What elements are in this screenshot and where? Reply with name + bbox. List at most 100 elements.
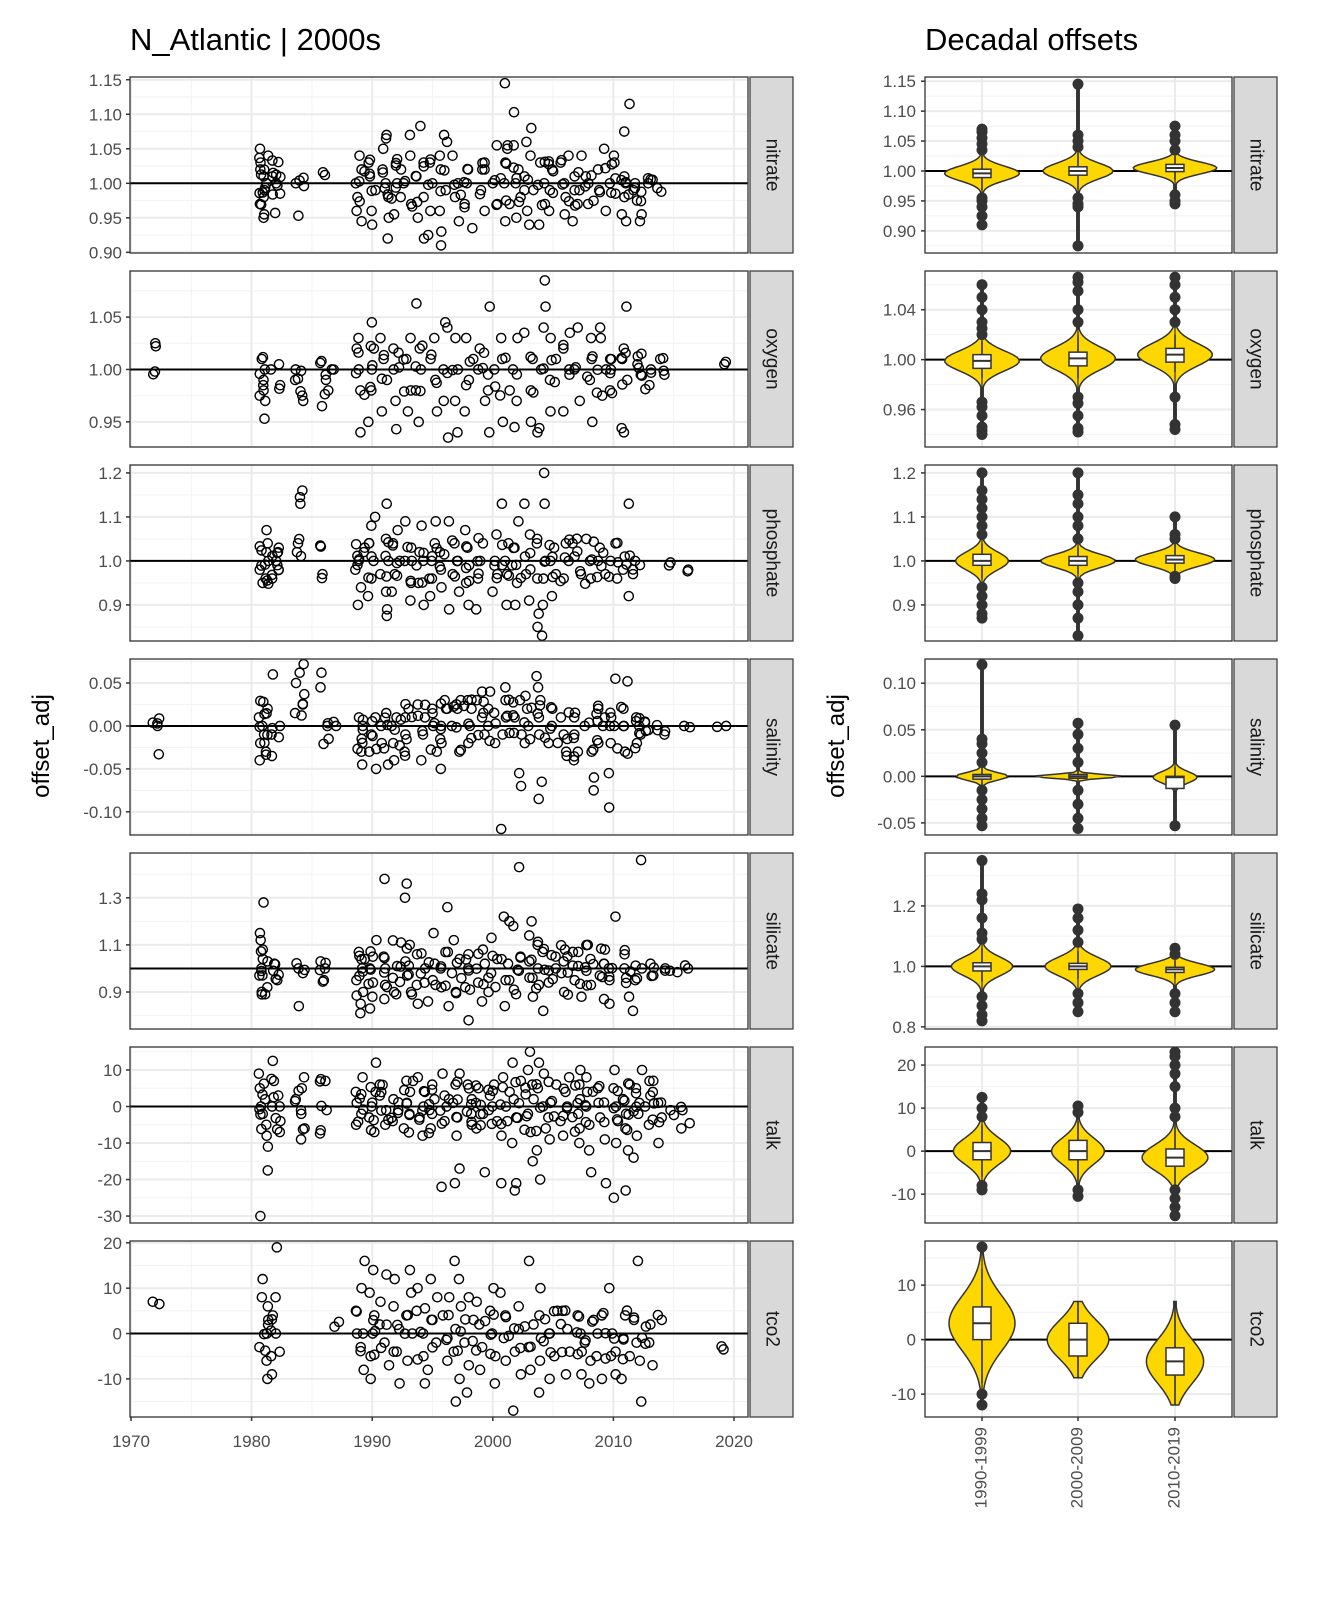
data-point — [256, 965, 267, 977]
data-point — [587, 416, 598, 428]
data-point — [422, 229, 434, 241]
data-point — [390, 989, 402, 1000]
outlier-point — [976, 747, 988, 759]
data-point — [318, 738, 329, 750]
data-point — [355, 1345, 366, 1357]
data-point — [149, 366, 161, 377]
data-point — [501, 710, 513, 722]
data-point — [546, 590, 558, 602]
data-point — [435, 240, 447, 251]
data-point — [375, 568, 386, 580]
data-point — [417, 725, 428, 737]
data-point — [393, 362, 405, 373]
data-point — [506, 1137, 518, 1149]
data-point — [591, 734, 603, 746]
data-point — [522, 174, 534, 186]
data-point — [453, 1273, 465, 1285]
outlier-point — [1072, 271, 1084, 283]
data-point — [370, 1057, 382, 1069]
outlier-point — [1072, 1184, 1084, 1196]
data-point — [535, 1332, 547, 1344]
data-point — [519, 171, 530, 182]
y-tick-label: -10 — [891, 1385, 916, 1404]
data-point — [450, 1323, 461, 1335]
data-point — [504, 198, 515, 210]
data-point — [446, 720, 458, 732]
data-point — [645, 364, 657, 375]
data-point — [401, 1098, 412, 1109]
data-point — [452, 364, 464, 375]
data-point — [487, 586, 498, 598]
facet-strip-label: salinity — [1245, 718, 1266, 777]
data-point — [317, 976, 329, 987]
data-point — [459, 524, 471, 536]
data-point — [620, 977, 632, 989]
data-point — [497, 416, 509, 428]
data-point — [435, 1105, 446, 1116]
data-point — [598, 143, 610, 155]
data-point — [619, 949, 630, 960]
data-point — [631, 195, 643, 206]
data-point — [648, 962, 660, 974]
data-point — [404, 939, 416, 951]
data-point — [356, 759, 368, 770]
data-point — [591, 387, 603, 398]
data-point — [453, 586, 465, 598]
data-point — [441, 1334, 452, 1346]
data-point — [295, 385, 306, 397]
data-point — [422, 1364, 434, 1376]
data-point — [497, 1072, 509, 1083]
data-point — [596, 1373, 608, 1385]
data-point — [262, 1141, 274, 1152]
data-point — [645, 367, 657, 379]
data-point — [436, 582, 447, 593]
outlier-point — [1072, 391, 1084, 403]
data-point — [675, 1101, 687, 1113]
facet-strip — [749, 1240, 794, 1418]
facet-strip — [1233, 658, 1278, 836]
data-point — [363, 537, 375, 549]
outlier-point — [976, 927, 988, 939]
data-point — [365, 729, 377, 740]
data-point — [484, 686, 496, 697]
data-point — [532, 179, 544, 191]
data-point — [598, 1097, 610, 1108]
outlier-point — [976, 1000, 988, 1012]
data-point — [439, 694, 451, 706]
data-point — [363, 416, 374, 428]
data-point — [508, 727, 520, 739]
violin-2000-2009 — [1044, 903, 1112, 1018]
data-point — [572, 1348, 584, 1360]
data-point — [414, 1114, 425, 1126]
data-point — [269, 958, 281, 970]
data-point — [523, 219, 535, 231]
data-point — [440, 946, 451, 958]
data-point — [436, 1118, 448, 1129]
data-point — [294, 667, 305, 679]
panel-background — [130, 1047, 748, 1223]
data-point — [720, 356, 732, 368]
data-point — [261, 524, 272, 536]
data-point — [471, 1296, 483, 1308]
data-point — [266, 750, 278, 762]
data-point — [255, 695, 266, 707]
data-point — [400, 729, 411, 740]
data-point — [443, 1309, 454, 1321]
data-point — [539, 556, 550, 567]
data-point — [425, 744, 437, 755]
data-point — [359, 1255, 370, 1267]
outlier-point — [1072, 498, 1084, 510]
data-point — [401, 970, 413, 981]
data-point — [353, 347, 364, 358]
outlier-point — [976, 1111, 988, 1123]
data-point — [255, 164, 266, 175]
data-point — [447, 364, 458, 376]
y-tick-label: 10 — [897, 1099, 916, 1118]
data-point — [543, 205, 555, 217]
data-point — [455, 189, 467, 201]
data-point — [585, 979, 597, 991]
outlier-point — [1072, 577, 1084, 589]
y-tick-label: 1.00 — [883, 162, 916, 181]
facet-strip-label: talk — [1245, 1120, 1266, 1150]
data-point — [545, 332, 556, 344]
